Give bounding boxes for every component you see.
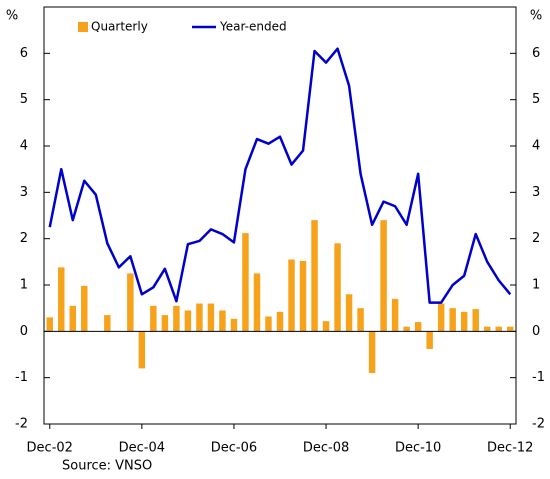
y2-tick-label: 3: [532, 185, 540, 200]
line: [48, 47, 512, 304]
legend-swatch: [78, 22, 88, 32]
bar: [276, 311, 284, 332]
bar: [265, 316, 272, 332]
y-tick-label: 6: [20, 46, 28, 61]
y2-tick-label: 5: [532, 92, 540, 107]
y-tick-label: -1: [15, 370, 28, 385]
bar: [426, 331, 433, 349]
x-tick-label: Dec-10: [395, 441, 441, 456]
y2-tick-label: 1: [532, 278, 540, 293]
bar: [357, 308, 364, 332]
bar: [173, 305, 180, 332]
bar: [104, 315, 111, 332]
bar: [184, 310, 192, 332]
bar: [368, 331, 376, 374]
y2-tick-label: 0: [532, 324, 540, 339]
bar: [311, 220, 318, 332]
bar: [288, 259, 295, 332]
bar: [46, 317, 53, 332]
bar: [380, 220, 387, 332]
bar: [69, 305, 77, 332]
bar: [138, 331, 146, 369]
y-axis-label: %: [6, 9, 18, 24]
source-note: Source: VNSO: [62, 459, 152, 474]
bar: [81, 285, 88, 332]
y2-tick-label: 6: [532, 46, 540, 61]
y-tick-label: -2: [15, 417, 28, 432]
legend-label: Quarterly: [91, 20, 148, 34]
bar: [253, 273, 261, 332]
y2-tick-label: -2: [532, 417, 545, 432]
bar: [150, 305, 157, 332]
bar: [495, 326, 502, 332]
x-tick-label: Dec-04: [119, 441, 165, 456]
y-tick-label: 5: [20, 92, 28, 107]
y2-tick-label: -1: [532, 370, 545, 385]
y-tick-label: 0: [20, 324, 28, 339]
bar: [391, 298, 399, 332]
y2-tick-label: 2: [532, 231, 540, 246]
bar: [437, 303, 445, 332]
x-tick-label: Dec-06: [211, 441, 257, 456]
plot-frame: [43, 6, 517, 425]
bar: [230, 318, 238, 332]
bar: [219, 310, 226, 332]
bar: [161, 315, 169, 332]
x-tick-label: Dec-02: [27, 441, 73, 456]
bar: [242, 233, 249, 332]
bar: [322, 321, 330, 332]
x-tick-label: Dec-12: [487, 441, 533, 456]
bar: [345, 294, 353, 332]
y-tick-label: 2: [20, 231, 28, 246]
bar: [299, 260, 307, 332]
bar: [334, 243, 341, 332]
y2-tick-label: 4: [532, 139, 540, 154]
bar: [414, 322, 422, 332]
y-tick-label: 1: [20, 278, 28, 293]
x-tick-label: Dec-08: [303, 441, 349, 456]
bar: [472, 309, 479, 332]
bar: [58, 267, 65, 332]
bar: [449, 308, 456, 332]
bar: [403, 326, 410, 332]
bar: [207, 303, 215, 332]
y2-axis-label: %: [530, 9, 542, 24]
y-tick-label: 4: [20, 139, 28, 154]
y-tick-label: 3: [20, 185, 28, 200]
bar: [483, 326, 491, 332]
bar: [127, 273, 134, 332]
legend-label: Year-ended: [219, 20, 287, 34]
bar: [460, 311, 468, 332]
bar: [196, 303, 203, 332]
bar: [507, 326, 514, 332]
